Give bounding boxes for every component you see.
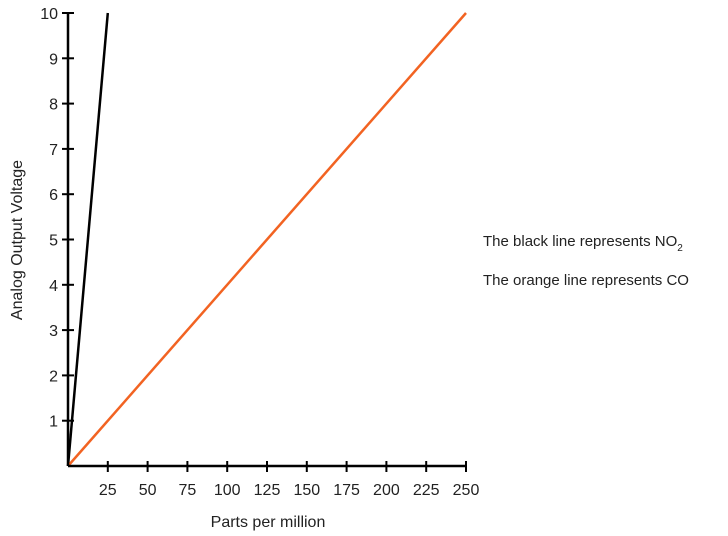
x-tick-label: 125 bbox=[254, 482, 281, 499]
y-tick-label: 2 bbox=[49, 368, 58, 385]
series-line-1 bbox=[66, 12, 110, 467]
annotation-text: The black line represents NO2 bbox=[483, 233, 683, 254]
y-tick-label: 3 bbox=[49, 323, 58, 340]
x-tick-label: 25 bbox=[99, 482, 117, 499]
annotations: The black line represents NO2 The orange … bbox=[483, 233, 689, 289]
y-tick-label: 10 bbox=[40, 6, 58, 23]
x-tick-label: 150 bbox=[293, 482, 320, 499]
y-tick-label: 8 bbox=[49, 97, 58, 114]
y-tick-label: 6 bbox=[49, 187, 58, 204]
y-tick-label: 9 bbox=[49, 51, 58, 68]
x-axis-title: Parts per million bbox=[211, 514, 326, 531]
y-tick-label: 4 bbox=[49, 278, 58, 295]
series-line-2 bbox=[67, 12, 467, 467]
annotation-text: The orange line represents CO bbox=[483, 272, 689, 289]
x-tick-label: 50 bbox=[139, 482, 157, 499]
x-tick-label: 75 bbox=[179, 482, 197, 499]
plot-area bbox=[66, 12, 467, 467]
x-tick-label: 225 bbox=[413, 482, 440, 499]
y-tick-label: 1 bbox=[49, 414, 58, 431]
x-tick-label: 175 bbox=[333, 482, 360, 499]
y-axis-title: Analog Output Voltage bbox=[9, 160, 26, 320]
x-tick-label: 100 bbox=[214, 482, 241, 499]
y-tick-label: 7 bbox=[49, 142, 58, 159]
x-tick-label: 200 bbox=[373, 482, 400, 499]
annotation-subscript: 2 bbox=[677, 243, 683, 254]
y-tick-label: 5 bbox=[49, 233, 58, 250]
x-tick-label: 250 bbox=[453, 482, 480, 499]
